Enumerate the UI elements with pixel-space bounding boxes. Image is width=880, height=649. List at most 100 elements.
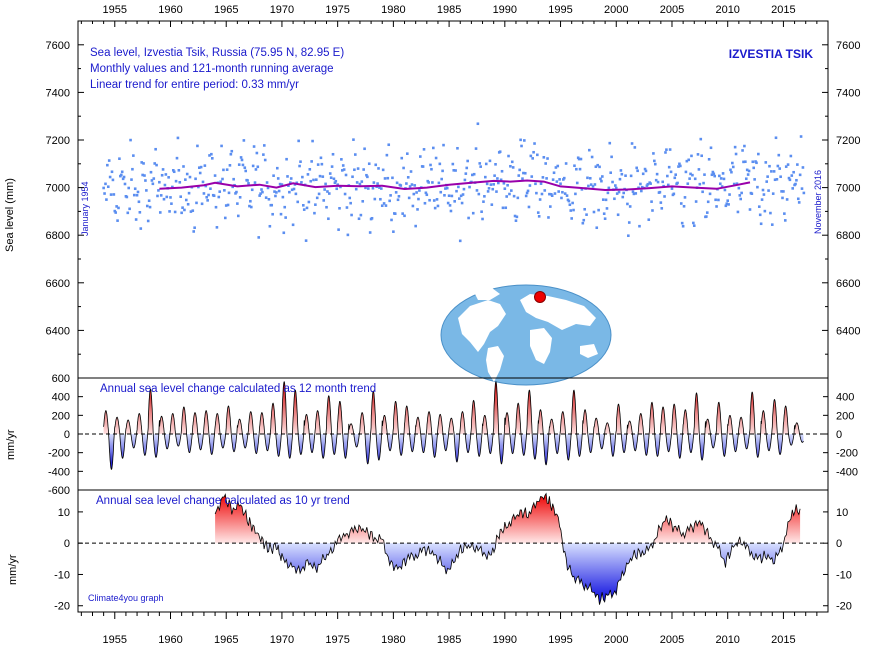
monthly-point bbox=[247, 182, 250, 185]
monthly-point bbox=[109, 193, 113, 196]
monthly-point bbox=[723, 188, 727, 192]
monthly-point bbox=[681, 224, 685, 228]
station-location-marker bbox=[534, 291, 546, 303]
monthly-point bbox=[108, 175, 112, 179]
monthly-point bbox=[370, 216, 374, 220]
monthly-point bbox=[267, 197, 271, 201]
ten-year-panel: Annual sea level change calculated as 10… bbox=[7, 489, 852, 613]
main-y-tick-label-left: 7600 bbox=[46, 40, 70, 52]
monthly-point bbox=[406, 152, 409, 155]
monthly-point bbox=[487, 187, 491, 190]
credit-label: Climate4you graph bbox=[88, 593, 164, 603]
monthly-point bbox=[168, 210, 171, 213]
monthly-point bbox=[409, 170, 413, 173]
main-y-tick-label-right: 7400 bbox=[836, 87, 860, 99]
monthly-point bbox=[345, 206, 349, 209]
main-y-tick-label-left: 6800 bbox=[46, 230, 70, 242]
monthly-point bbox=[262, 153, 265, 156]
monthly-point bbox=[738, 194, 742, 197]
monthly-point bbox=[368, 231, 372, 234]
monthly-point bbox=[534, 182, 537, 186]
monthly-point bbox=[743, 144, 746, 148]
main-y-axis-label: Sea level (mm) bbox=[4, 178, 16, 252]
main-y-tick-label-right: 6600 bbox=[836, 278, 860, 290]
monthly-point bbox=[279, 212, 283, 216]
annual-y-tick-label-left: -200 bbox=[48, 448, 70, 460]
bottom-x-tick-label: 1955 bbox=[103, 634, 127, 646]
monthly-point bbox=[174, 179, 178, 183]
monthly-point bbox=[480, 210, 483, 214]
monthly-point bbox=[687, 158, 690, 162]
monthly-point bbox=[507, 154, 510, 158]
monthly-point bbox=[528, 184, 532, 187]
top-x-tick-label: 1955 bbox=[103, 4, 127, 16]
monthly-point bbox=[272, 174, 275, 177]
monthly-point bbox=[533, 142, 536, 145]
monthly-point bbox=[274, 194, 277, 198]
monthly-point bbox=[725, 202, 729, 205]
top-x-axis: 1955 1960 1965 1970 1975 1980 1985 1990 1995 2000… bbox=[80, 4, 818, 27]
monthly-point bbox=[550, 194, 554, 197]
monthly-point bbox=[604, 198, 608, 202]
monthly-point bbox=[280, 183, 284, 186]
monthly-point bbox=[428, 198, 431, 202]
monthly-point bbox=[258, 194, 261, 197]
monthly-point bbox=[546, 157, 549, 160]
monthly-point bbox=[302, 208, 306, 211]
monthly-point bbox=[214, 205, 218, 209]
monthly-point bbox=[242, 139, 246, 142]
monthly-point bbox=[201, 180, 205, 184]
monthly-point bbox=[532, 150, 535, 154]
monthly-point bbox=[732, 182, 736, 186]
monthly-point bbox=[146, 219, 150, 223]
ten-year-y-tick-label-right: -20 bbox=[836, 601, 852, 613]
monthly-point bbox=[640, 189, 643, 193]
monthly-point bbox=[795, 178, 798, 182]
monthly-point bbox=[498, 150, 502, 154]
monthly-point bbox=[360, 180, 364, 183]
monthly-point bbox=[618, 177, 622, 181]
monthly-point bbox=[148, 205, 152, 209]
monthly-point bbox=[783, 219, 787, 222]
monthly-point bbox=[224, 204, 228, 207]
monthly-point bbox=[719, 177, 723, 180]
monthly-point bbox=[626, 202, 629, 206]
bottom-x-tick-label: 1980 bbox=[381, 634, 405, 646]
monthly-point bbox=[198, 171, 202, 175]
monthly-point bbox=[213, 174, 217, 177]
annual-y-tick-label-left: -600 bbox=[48, 485, 70, 497]
monthly-point bbox=[236, 214, 240, 218]
top-x-tick-label: 1965 bbox=[214, 4, 238, 16]
monthly-point bbox=[673, 176, 677, 180]
annual-y-tick-label-right: -200 bbox=[836, 448, 858, 460]
monthly-point bbox=[337, 228, 340, 231]
monthly-point bbox=[441, 169, 444, 173]
monthly-point bbox=[415, 191, 418, 194]
ten-year-trend-areas bbox=[214, 492, 801, 605]
monthly-point bbox=[177, 169, 181, 172]
monthly-point bbox=[178, 180, 182, 184]
monthly-point bbox=[436, 204, 440, 208]
monthly-point bbox=[149, 170, 153, 174]
info-line-1: Sea level, Izvestia Tsik, Russia (75.95 … bbox=[90, 47, 344, 59]
monthly-point bbox=[746, 173, 750, 176]
monthly-point bbox=[549, 193, 553, 196]
monthly-point bbox=[221, 177, 224, 181]
monthly-point bbox=[354, 187, 358, 191]
monthly-point bbox=[592, 210, 596, 214]
monthly-point bbox=[228, 164, 232, 167]
main-y-tick-label-left: 7400 bbox=[46, 87, 70, 99]
monthly-point bbox=[296, 200, 300, 204]
top-x-tick-label: 1985 bbox=[437, 4, 461, 16]
monthly-point bbox=[477, 192, 481, 196]
monthly-point bbox=[427, 181, 430, 184]
monthly-point bbox=[292, 187, 296, 191]
monthly-point bbox=[354, 153, 357, 156]
monthly-point bbox=[445, 186, 449, 190]
monthly-point bbox=[726, 199, 730, 202]
monthly-point bbox=[376, 182, 379, 185]
monthly-point bbox=[394, 191, 398, 194]
monthly-point bbox=[538, 198, 542, 201]
main-y-tick-label-right: 7200 bbox=[836, 135, 860, 147]
monthly-point bbox=[564, 162, 568, 165]
